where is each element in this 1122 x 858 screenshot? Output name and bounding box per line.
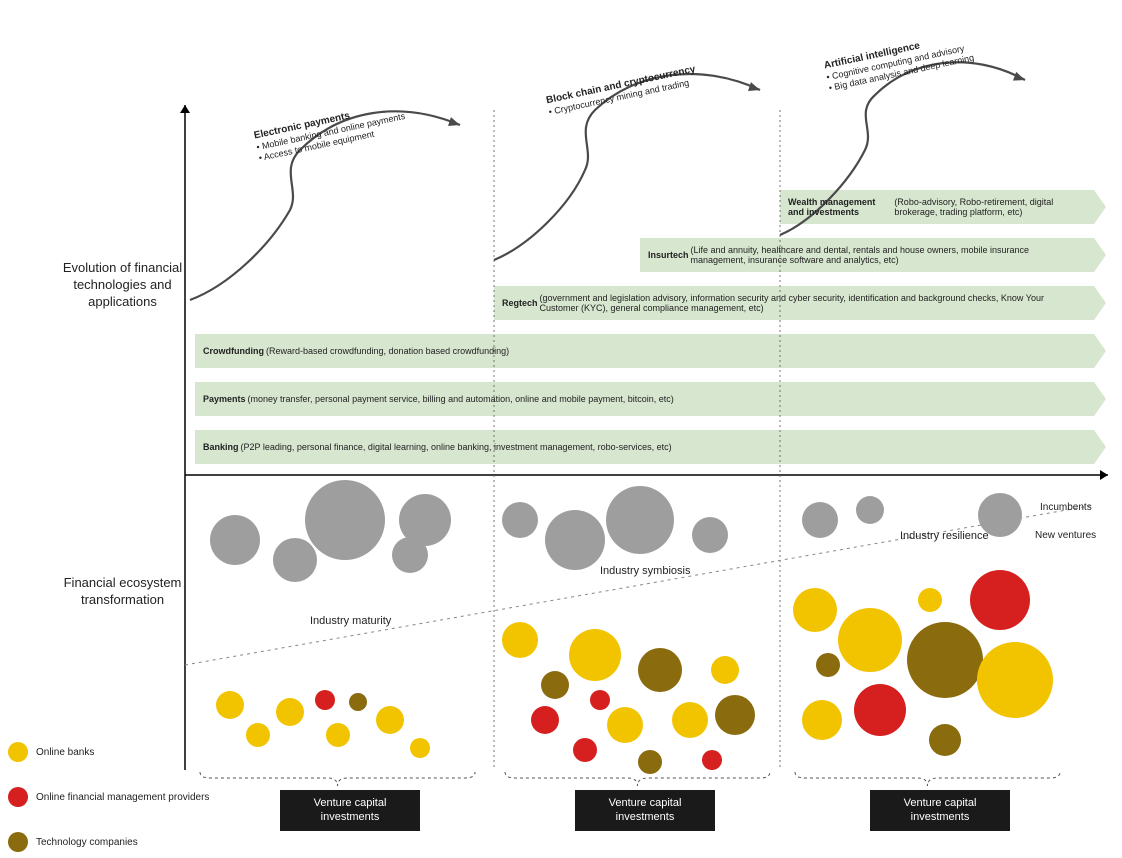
legend-fin-providers: Online financial management providers: [8, 787, 209, 807]
edge-label-0: Incumbents: [1040, 502, 1092, 513]
swatch-fin-providers: [8, 787, 28, 807]
legend-label-2: Technology companies: [36, 837, 138, 848]
category-band-5: Banking(P2P leading, personal finance, d…: [195, 430, 1090, 464]
swatch-tech-companies: [8, 832, 28, 852]
vc-box-0: Venture capitalinvestments: [280, 790, 420, 831]
legend-label-1: Online financial management providers: [36, 792, 209, 803]
vc-box-2: Venture capitalinvestments: [870, 790, 1010, 831]
edge-label-1: New ventures: [1035, 530, 1096, 541]
diagram-svg: [0, 0, 1122, 858]
vc-box-1: Venture capitalinvestments: [575, 790, 715, 831]
legend-tech-companies: Technology companies: [8, 832, 138, 852]
category-band-1: Insurtech(Life and annuity, healthcare a…: [640, 238, 1090, 272]
category-band-0: Wealth management and investments(Robo-a…: [780, 190, 1090, 224]
legend-label-0: Online banks: [36, 747, 94, 758]
phase-label-1: Industry symbiosis: [600, 565, 690, 577]
lower-section-label: Financial ecosystemtransformation: [60, 575, 185, 609]
category-band-3: Crowdfunding(Reward-based crowdfunding, …: [195, 334, 1090, 368]
swatch-online-banks: [8, 742, 28, 762]
phase-label-0: Industry maturity: [310, 615, 391, 627]
phase-label-2: Industry resilience: [900, 530, 989, 542]
category-band-4: Payments(money transfer, personal paymen…: [195, 382, 1090, 416]
category-band-2: Regtech(government and legislation advis…: [494, 286, 1090, 320]
legend-online-banks: Online banks: [8, 742, 94, 762]
upper-section-label: Evolution of financialtechnologies andap…: [60, 260, 185, 311]
